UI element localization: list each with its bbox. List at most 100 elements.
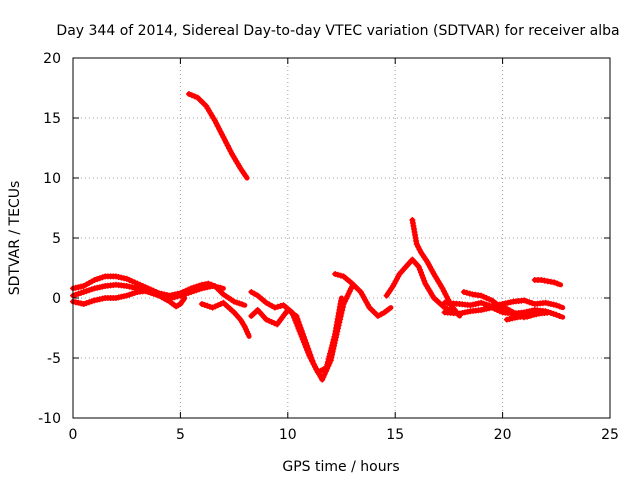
data-point-marker: [188, 289, 195, 295]
series-arc-12: [441, 297, 566, 311]
data-point-marker: [303, 340, 310, 346]
data-point-marker: [193, 287, 200, 294]
data-point-marker: [160, 292, 167, 299]
data-point-marker: [419, 272, 425, 279]
data-point-marker: [80, 289, 87, 295]
data-point-marker: [94, 276, 101, 283]
data-point-marker: [335, 322, 342, 329]
data-point-marker: [322, 368, 329, 375]
data-point-marker: [188, 92, 195, 99]
x-axis-label: GPS time / hours: [282, 459, 399, 475]
data-point-marker: [245, 331, 252, 337]
data-point-marker: [277, 303, 284, 309]
y-tick-label: 0: [52, 291, 61, 307]
data-point-marker: [418, 269, 424, 276]
data-point-marker: [332, 271, 339, 277]
data-point-marker: [483, 301, 490, 308]
data-point-marker: [466, 290, 473, 297]
data-point-marker: [496, 308, 503, 315]
data-point-marker: [174, 293, 181, 300]
data-point-marker: [337, 272, 344, 279]
data-point-marker: [385, 306, 392, 313]
data-point-marker: [483, 295, 490, 301]
data-point-marker: [296, 322, 303, 328]
data-point-marker: [321, 371, 328, 378]
data-point-marker: [339, 307, 346, 314]
data-point-marker: [154, 290, 161, 297]
data-point-marker: [460, 289, 467, 295]
data-point-marker: [126, 277, 133, 283]
data-point-marker: [326, 360, 333, 367]
data-point-marker: [171, 294, 178, 301]
data-point-marker: [209, 304, 216, 311]
data-point-marker: [248, 289, 255, 295]
data-point-marker: [86, 287, 93, 294]
data-point-marker: [88, 298, 95, 305]
data-point-marker: [348, 285, 354, 292]
data-point-marker: [336, 319, 343, 326]
axis-ticks: 0 5 10 15 20 25 -10 -5 0 5 10 15 20: [38, 51, 619, 443]
data-point-marker: [215, 302, 221, 309]
y-axis-label: SDTVAR / TECUs: [7, 181, 23, 296]
data-point-marker: [180, 291, 187, 298]
x-tick-label: 5: [176, 427, 185, 443]
data-point-marker: [308, 355, 315, 361]
data-point-marker: [88, 286, 95, 293]
data-point-marker: [553, 311, 560, 318]
data-point-marker: [293, 313, 300, 319]
data-point-marker: [526, 299, 533, 306]
x-tick-label: 20: [494, 427, 512, 443]
y-tick-label: -10: [38, 411, 61, 427]
data-point-marker: [338, 310, 345, 317]
data-point-marker: [416, 266, 423, 273]
y-tick-label: 20: [43, 51, 61, 67]
data-point-marker: [556, 303, 563, 310]
data-point-marker: [375, 313, 381, 319]
data-point-marker: [182, 290, 189, 297]
data-point-marker: [198, 301, 205, 307]
data-point-marker: [80, 301, 87, 307]
data-point-marker: [263, 316, 270, 323]
series-arc-7: [248, 283, 355, 383]
data-point-marker: [320, 373, 327, 380]
data-point-marker: [196, 286, 203, 293]
data-point-marker: [266, 317, 272, 324]
data-point-marker: [337, 313, 344, 320]
data-point-marker: [556, 313, 563, 319]
data-point-marker: [190, 288, 197, 295]
x-tick-label: 10: [279, 427, 297, 443]
data-point-marker: [179, 298, 186, 304]
data-point-marker: [123, 275, 130, 282]
data-point-marker: [217, 284, 224, 291]
series-arc-2: [70, 281, 188, 310]
data-point-marker: [236, 300, 243, 307]
y-tick-label: 5: [52, 231, 61, 247]
data-point-marker: [298, 328, 305, 334]
data-point-marker: [302, 337, 308, 343]
data-point-marker: [83, 288, 90, 295]
data-point-marker: [478, 299, 485, 306]
series-arc-14: [531, 277, 564, 288]
data-point-marker: [498, 303, 505, 310]
data-point-marker: [332, 334, 339, 341]
data-point-marker: [480, 293, 487, 300]
data-point-marker: [83, 300, 90, 307]
y-tick-label: -5: [47, 351, 61, 367]
data-point-marker: [294, 316, 301, 322]
series-arc-5: [186, 91, 250, 181]
data-point-marker: [529, 300, 536, 307]
data-point-marker: [129, 278, 136, 285]
data-point-marker: [206, 303, 213, 310]
data-point-marker: [271, 304, 278, 311]
data-point-marker: [307, 352, 314, 358]
data-point-marker: [151, 289, 158, 295]
data-point-marker: [99, 274, 106, 281]
data-point-marker: [191, 93, 198, 100]
data-point-marker: [339, 304, 346, 311]
data-point-marker: [421, 277, 428, 284]
y-tick-label: 10: [43, 171, 61, 187]
series-arc-4: [198, 299, 252, 339]
data-point-marker: [305, 346, 312, 352]
data-point-marker: [126, 291, 133, 298]
data-point-marker: [299, 331, 306, 337]
